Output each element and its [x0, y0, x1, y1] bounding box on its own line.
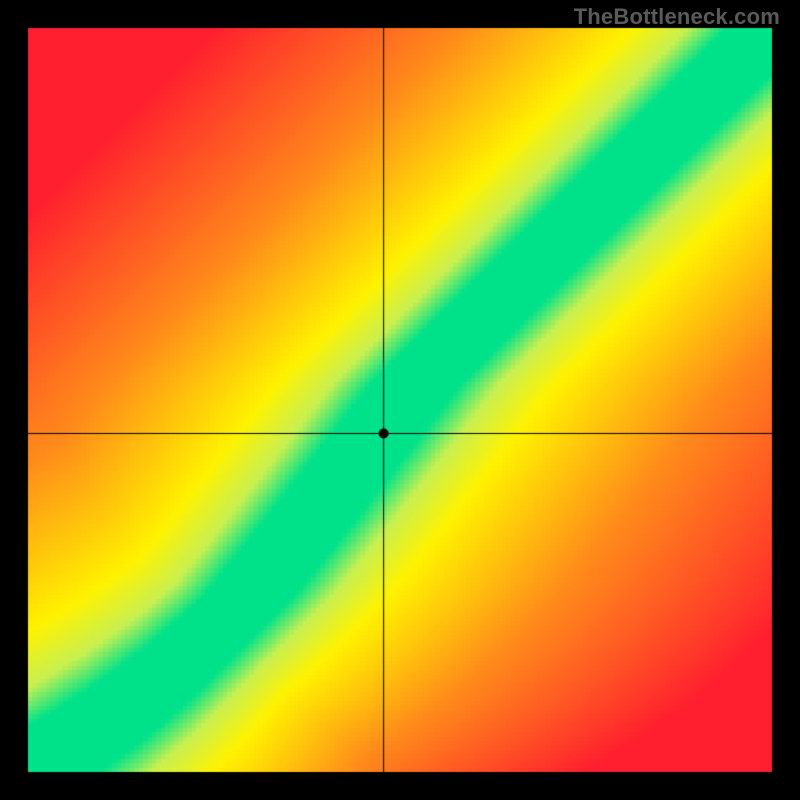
chart-container: TheBottleneck.com [0, 0, 800, 800]
watermark-text: TheBottleneck.com [574, 4, 780, 30]
bottleneck-heatmap [0, 0, 800, 800]
